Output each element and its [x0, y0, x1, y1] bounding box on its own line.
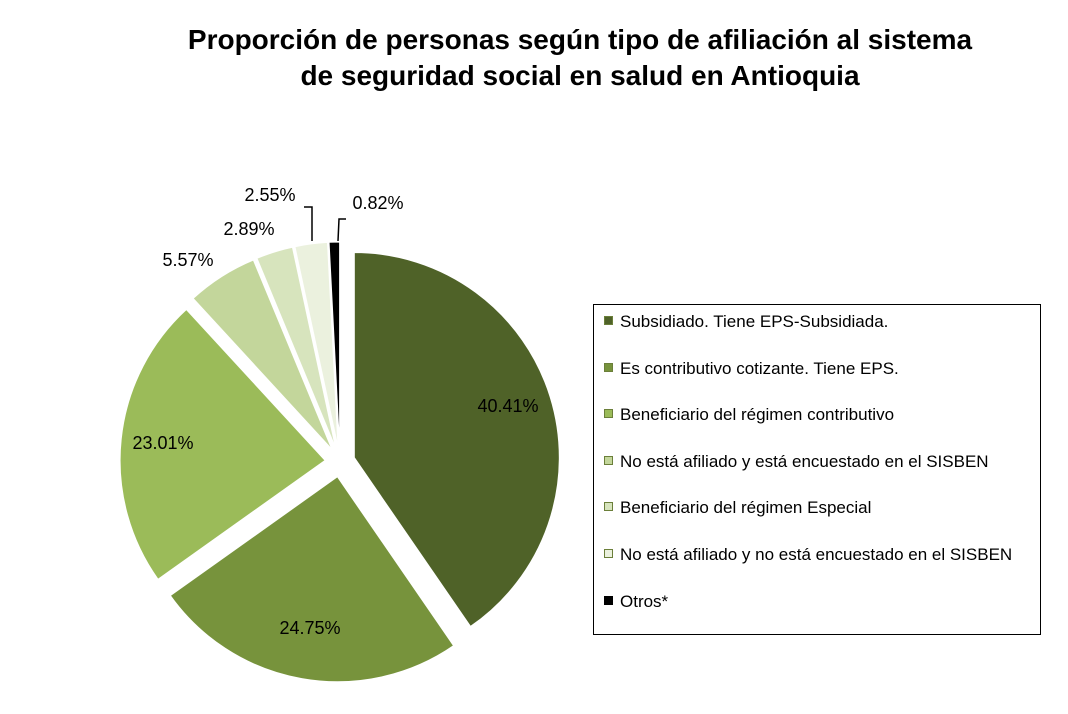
pie-slice-no-afiliado-no-sisben: [294, 241, 339, 448]
pie-slice-otros: [328, 241, 341, 448]
leader-line-no-afiliado-no-sisben: [304, 206, 313, 241]
legend-label-no-afiliado-no-sisben: No está afiliado y no está encuestado en…: [620, 545, 1013, 564]
legend-item-no-afiliado-no-sisben: No está afiliado y no está encuestado en…: [604, 544, 1034, 566]
legend-item-no-afiliado-sisben: No está afiliado y está encuestado en el…: [604, 451, 1034, 473]
legend-label-contributivo-cotizante: Es contributivo cotizante. Tiene EPS.: [620, 359, 899, 378]
legend-swatch-otros: [604, 596, 613, 605]
legend-label-beneficiario-contributivo: Beneficiario del régimen contributivo: [620, 405, 895, 424]
legend-swatch-beneficiario-contributivo: [604, 409, 613, 418]
pie-slice-no-afiliado-sisben: [192, 259, 333, 450]
chart-title-line-2: de seguridad social en salud en Antioqui…: [300, 60, 860, 91]
chart-title-line-1: Proporción de personas según tipo de afi…: [187, 24, 973, 55]
pie-slice-beneficiario-contributivo: [119, 308, 326, 580]
data-label-no-afiliado-no-sisben: 2.55%: [244, 185, 295, 205]
legend-label-regimen-especial: Beneficiario del régimen Especial: [620, 498, 872, 517]
legend-item-subsidiado: Subsidiado. Tiene EPS-Subsidiada.: [604, 311, 1034, 333]
legend-swatch-no-afiliado-sisben: [604, 456, 613, 465]
legend-label-no-afiliado-sisben: No está afiliado y está encuestado en el…: [620, 452, 989, 471]
legend-swatch-regimen-especial: [604, 502, 613, 511]
data-label-no-afiliado-sisben: 5.57%: [162, 250, 213, 270]
legend-label-otros: Otros*: [620, 592, 669, 611]
pie-slice-regimen-especial: [256, 246, 337, 448]
data-label-regimen-especial: 2.89%: [223, 219, 274, 239]
data-label-contributivo-cotizante: 24.75%: [279, 618, 340, 638]
legend-item-regimen-especial: Beneficiario del régimen Especial: [604, 497, 1034, 519]
pie-slice-subsidiado: [353, 252, 560, 628]
data-label-beneficiario-contributivo: 23.01%: [132, 433, 193, 453]
data-label-otros: 0.82%: [352, 193, 403, 213]
legend-swatch-contributivo-cotizante: [604, 363, 613, 372]
pie-slice-contributivo-cotizante: [169, 476, 455, 683]
legend: Subsidiado. Tiene EPS-Subsidiada. Es con…: [593, 304, 1041, 635]
legend-item-contributivo-cotizante: Es contributivo cotizante. Tiene EPS.: [604, 358, 1034, 380]
chart-title: Proporción de personas según tipo de afi…: [140, 22, 1020, 94]
legend-swatch-subsidiado: [604, 316, 613, 325]
legend-swatch-no-afiliado-no-sisben: [604, 549, 613, 558]
leader-line-otros: [337, 218, 346, 242]
legend-item-beneficiario-contributivo: Beneficiario del régimen contributivo: [604, 404, 1034, 426]
legend-label-subsidiado: Subsidiado. Tiene EPS-Subsidiada.: [620, 312, 889, 331]
data-label-subsidiado: 40.41%: [477, 396, 538, 416]
legend-item-otros: Otros*: [604, 591, 1034, 613]
